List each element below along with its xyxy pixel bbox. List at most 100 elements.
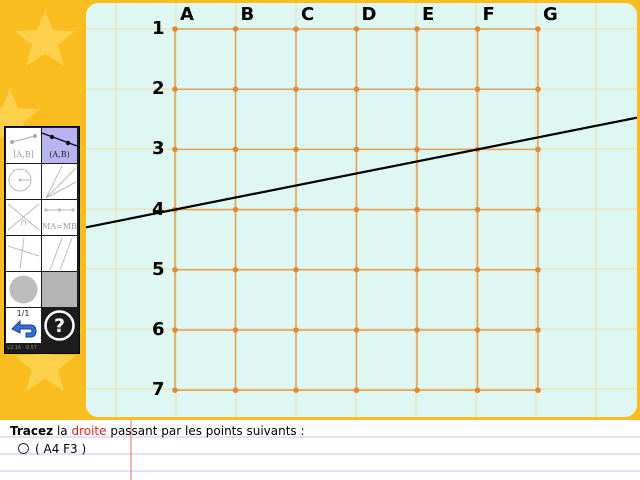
drawing-board[interactable]: A B C D E F G 1 2 3 4 5 6 7 xyxy=(86,3,637,417)
tool-label: ∩ xyxy=(20,218,27,227)
grid-point-G2[interactable] xyxy=(535,86,541,92)
grid-point-B2[interactable] xyxy=(232,86,239,92)
instruction-text-a: la xyxy=(53,424,72,438)
tool-label: MA=MB xyxy=(42,222,77,231)
grid-point-C1[interactable] xyxy=(293,26,299,32)
help-icon: ? xyxy=(44,310,75,341)
row-label-3: 3 xyxy=(152,138,165,160)
back-button[interactable]: 1/1 xyxy=(6,308,41,343)
grid-point-D2[interactable] xyxy=(353,86,360,92)
grid-point-E7[interactable] xyxy=(414,387,420,394)
row-label-6: 6 xyxy=(152,319,165,340)
instruction-text: Tracez la droite passant par les points … xyxy=(10,424,305,438)
tool-midpoint[interactable]: MA=MB xyxy=(42,200,77,235)
grid-point-A3[interactable] xyxy=(172,146,178,153)
radio-circle-icon[interactable] xyxy=(18,443,29,454)
instruction-item[interactable]: ( A4 F3 ) xyxy=(18,442,86,456)
grid-point-F7[interactable] xyxy=(474,387,481,394)
grid-point-G7[interactable] xyxy=(535,387,541,394)
version-text: v2.16 · 9.57 xyxy=(7,345,37,351)
grid-point-D1[interactable] xyxy=(353,26,360,32)
grid-point-D5[interactable] xyxy=(353,267,360,273)
segment-tool-icon xyxy=(10,134,37,144)
grid-point-E6[interactable] xyxy=(414,327,420,333)
grid-point-A5[interactable] xyxy=(172,267,178,273)
circle-tool-icon xyxy=(8,168,32,192)
grid-point-B7[interactable] xyxy=(232,387,239,394)
grid-point-B4[interactable] xyxy=(232,206,239,213)
grid-point-F4[interactable] xyxy=(474,206,481,213)
grid-point-D3[interactable] xyxy=(353,146,360,153)
tool-line[interactable]: (A,B) xyxy=(42,128,77,163)
grid-point-C6[interactable] xyxy=(293,327,299,333)
tool-perpendicular[interactable] xyxy=(6,236,41,271)
column-label-F: F xyxy=(482,4,495,25)
help-button[interactable]: ? xyxy=(42,308,77,343)
instruction-verb: Tracez xyxy=(10,424,54,438)
grid-point-C4[interactable] xyxy=(293,206,299,213)
grid-point-B3[interactable] xyxy=(232,146,239,153)
grid-point-A6[interactable] xyxy=(172,327,178,333)
tool-label: [A,B] xyxy=(13,150,34,159)
grid-point-C5[interactable] xyxy=(293,267,299,273)
grid-point-C7[interactable] xyxy=(293,387,299,394)
grid-point-G4[interactable] xyxy=(535,206,541,213)
grid-point-E1[interactable] xyxy=(414,26,420,32)
grid-point-F6[interactable] xyxy=(474,327,481,333)
column-label-C: C xyxy=(301,4,315,25)
grid-point-D7[interactable] xyxy=(353,387,360,394)
perpendicular-tool-icon xyxy=(7,237,40,270)
row-label-7: 7 xyxy=(152,379,165,401)
grid-point-G5[interactable] xyxy=(535,267,541,273)
midpoint-tool-icon xyxy=(44,208,75,212)
grid-point-D6[interactable] xyxy=(353,327,360,333)
lines-tool-icon xyxy=(45,165,77,199)
column-label-G: G xyxy=(543,4,558,25)
instructions-panel: Tracez la droite passant par les points … xyxy=(0,420,640,480)
grid-point-D4[interactable] xyxy=(353,206,360,213)
column-label-D: D xyxy=(361,4,377,25)
grid-point-F1[interactable] xyxy=(474,26,481,32)
column-label-B: B xyxy=(240,4,255,25)
grid-point-F5[interactable] xyxy=(474,267,481,273)
notebook-lines xyxy=(0,420,640,480)
tool-parallel[interactable] xyxy=(42,236,77,271)
column-label-E: E xyxy=(422,4,435,25)
grid-point-E4[interactable] xyxy=(414,206,420,213)
grid-point-G3[interactable] xyxy=(535,146,541,153)
row-label-5: 5 xyxy=(152,258,165,280)
instruction-highlight: droite xyxy=(71,424,107,438)
grid-point-E3[interactable] xyxy=(414,146,420,153)
drawn-line xyxy=(86,116,637,229)
grid-point-E5[interactable] xyxy=(414,267,420,273)
tool-segment[interactable]: [A,B] xyxy=(6,128,41,163)
parallel-tool-icon xyxy=(49,237,73,271)
grid-point-B1[interactable] xyxy=(232,26,239,32)
tool-label: (A,B) xyxy=(49,150,70,159)
grid-canvas[interactable] xyxy=(86,3,637,417)
row-label-1: 1 xyxy=(152,18,165,39)
grid-point-C2[interactable] xyxy=(293,86,299,92)
line-tool-icon xyxy=(42,132,77,147)
grid-point-F2[interactable] xyxy=(474,86,481,92)
grid-point-B6[interactable] xyxy=(232,327,239,333)
tool-angle-lines[interactable] xyxy=(42,164,77,199)
tool-intersection[interactable]: ∩ xyxy=(6,200,41,235)
tool-color-square[interactable] xyxy=(42,272,77,307)
grid-point-G1[interactable] xyxy=(535,26,541,32)
tool-color-gray[interactable] xyxy=(6,272,41,307)
row-label-4: 4 xyxy=(152,198,165,220)
back-arrow-icon xyxy=(11,319,37,338)
instruction-text-b: passant par les points suivants : xyxy=(106,424,305,438)
grid-point-A7[interactable] xyxy=(172,387,178,394)
grid-point-A2[interactable] xyxy=(172,86,178,92)
tool-circle[interactable] xyxy=(6,164,41,199)
grid-point-G6[interactable] xyxy=(535,327,541,333)
grid-point-E2[interactable] xyxy=(414,86,420,92)
grid-point-B5[interactable] xyxy=(232,267,239,273)
row-label-2: 2 xyxy=(152,78,165,100)
gray-square-icon xyxy=(42,272,77,307)
grid-point-A1[interactable] xyxy=(172,26,178,32)
page-indicator: 1/1 xyxy=(16,309,30,318)
grid-point-C3[interactable] xyxy=(293,146,299,153)
